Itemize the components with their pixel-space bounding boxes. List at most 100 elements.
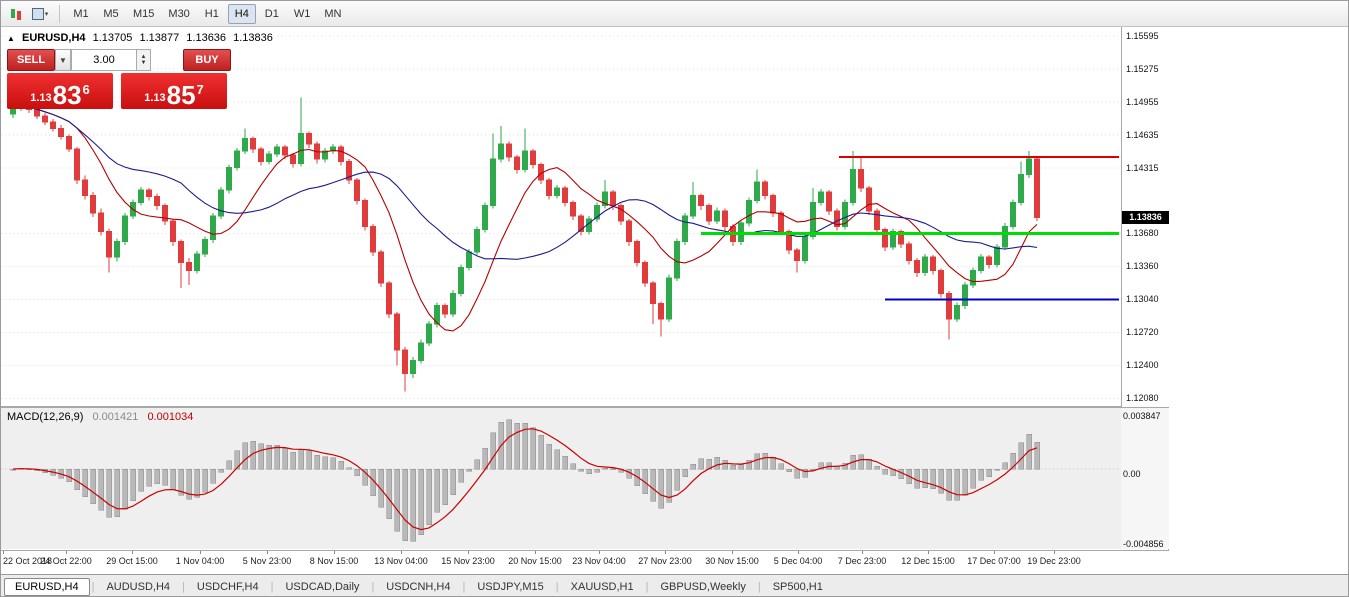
candle (266, 150, 272, 165)
macd-histogram-bar (226, 460, 232, 470)
ask-prefix: 1.13 (144, 92, 166, 104)
candle (1026, 150, 1032, 178)
spinner-up-icon[interactable]: ▲ (140, 54, 147, 60)
macd-histogram-bar (66, 468, 72, 483)
timeframe-button-m1[interactable]: M1 (73, 7, 89, 20)
chart-tab-eurusd-h4[interactable]: EURUSD,H4 (4, 577, 90, 596)
chart-tab-usdcnh-h4[interactable]: USDCNH,H4 (386, 580, 451, 593)
collapse-triangle-icon[interactable]: ▲ (7, 34, 15, 43)
bid-price-button[interactable]: 1.13 83 6 (7, 73, 113, 109)
candle (778, 210, 784, 236)
chart-tab-audusd-h4[interactable]: AUDUSD,H4 (106, 580, 171, 593)
macd-histogram-bar (1010, 453, 1016, 470)
macd-histogram-bar (674, 468, 680, 491)
timeframe-button-h1[interactable]: H1 (204, 7, 219, 20)
candlestick-chart-icon[interactable] (5, 4, 27, 24)
macd-histogram-bar (786, 468, 792, 472)
candle (122, 212, 128, 245)
candle (1018, 161, 1024, 206)
macd-histogram-bar (298, 449, 304, 470)
subwindow-separator[interactable] (1, 406, 1169, 408)
macd-histogram-bar (602, 468, 608, 470)
macd-histogram-bar (402, 468, 408, 541)
price-tick-label: 1.12720 (1126, 327, 1159, 338)
candle (562, 186, 568, 207)
macd-histogram-bar (394, 468, 400, 532)
macd-histogram-bar (98, 468, 104, 511)
macd-indicator-panel[interactable] (1, 408, 1121, 549)
lot-dropdown-icon[interactable]: ▼ (55, 49, 71, 71)
chart-tab-usdcad-daily[interactable]: USDCAD,Daily (285, 580, 360, 593)
buy-button[interactable]: BUY (183, 49, 231, 71)
time-label: 24 Oct 22:00 (40, 556, 92, 566)
macd-histogram-bar (74, 468, 80, 491)
candle (218, 187, 224, 220)
sell-button[interactable]: SELL (7, 49, 55, 71)
chart-tab-gbpusd-weekly[interactable]: GBPUSD,Weekly (660, 580, 746, 593)
chart-tab-usdjpy-m15[interactable]: USDJPY,M15 (477, 580, 544, 593)
candle (210, 212, 216, 243)
macd-histogram-bar (730, 464, 736, 470)
macd-histogram-bar (970, 468, 976, 489)
chart-tab-xauusd-h1[interactable]: XAUUSD,H1 (570, 580, 634, 593)
chart-tab-sp500-h1[interactable]: SP500,H1 (772, 580, 823, 593)
macd-histogram-bar (218, 468, 224, 473)
candle (1034, 157, 1040, 222)
candle (522, 128, 528, 173)
time-tick (3, 551, 4, 554)
ask-price-button[interactable]: 1.13 85 7 (121, 73, 227, 109)
macd-histogram-bar (186, 468, 192, 500)
candle (890, 228, 896, 250)
candle (274, 143, 280, 158)
macd-histogram-bar (314, 455, 320, 470)
price-tick-label: 1.15275 (1126, 64, 1159, 74)
macd-histogram-bar (1026, 434, 1032, 470)
lot-size-input[interactable]: 3.00 (71, 49, 137, 71)
timeframe-button-w1[interactable]: W1 (293, 7, 311, 20)
candle (98, 208, 104, 236)
lot-spinner[interactable]: ▲ ▼ (137, 49, 151, 71)
time-label: 1 Nov 04:00 (175, 556, 225, 566)
candle (370, 224, 376, 257)
macd-histogram-bar (258, 443, 264, 470)
candle (1010, 199, 1016, 230)
candle (722, 208, 728, 231)
macd-histogram-bar (538, 435, 544, 470)
timeframe-button-d1[interactable]: D1 (264, 7, 279, 20)
price-tick-label: 1.12080 (1126, 393, 1159, 404)
candle (906, 241, 912, 265)
timeframe-button-mn[interactable]: MN (324, 7, 342, 20)
time-label: 7 Dec 23:00 (837, 556, 887, 566)
candle (690, 181, 696, 220)
spinner-down-icon[interactable]: ▼ (140, 60, 147, 66)
chart-tab-usdchf-h4[interactable]: USDCHF,H4 (196, 580, 259, 593)
timeframe-button-m15[interactable]: M15 (133, 7, 155, 20)
macd-label: MACD(12,26,9) 0.001421 0.001034 (7, 411, 193, 423)
toolbar-divider (59, 4, 60, 23)
candle (138, 187, 144, 206)
macd-histogram-bar (242, 442, 248, 470)
timeframe-button-m30[interactable]: M30 (168, 7, 190, 20)
macd-histogram-bar (554, 449, 560, 470)
timeframe-button-m5[interactable]: M5 (103, 7, 119, 20)
candle (106, 228, 112, 273)
time-tick (200, 551, 201, 554)
time-axis[interactable]: 22 Oct 2018 24 Oct 22:00 29 Oct 15:00 1 Nov… (1, 550, 1169, 573)
time-label: 20 Nov 15:00 (508, 556, 562, 566)
macd-histogram-bar (90, 468, 96, 504)
macd-histogram-bar (722, 459, 728, 470)
macd-histogram-bar (746, 459, 752, 470)
macd-histogram-bar (474, 459, 480, 470)
price-axis[interactable]: 1.13836 1.15595 1.15275 1.14955 1.14635 1.14… (1121, 27, 1169, 407)
candle (506, 141, 512, 162)
candle (794, 247, 800, 273)
macd-signal-value: 0.001034 (147, 411, 194, 423)
candle (242, 128, 248, 155)
timeframe-button-h4[interactable]: H4 (227, 3, 256, 24)
price-chart[interactable] (1, 27, 1121, 407)
candle (402, 346, 408, 392)
macd-histogram-bar (290, 451, 296, 470)
chart-profiles-dropdown-icon[interactable]: ▾ (29, 4, 51, 24)
time-label: 8 Nov 15:00 (309, 556, 359, 566)
time-tick (665, 551, 666, 554)
